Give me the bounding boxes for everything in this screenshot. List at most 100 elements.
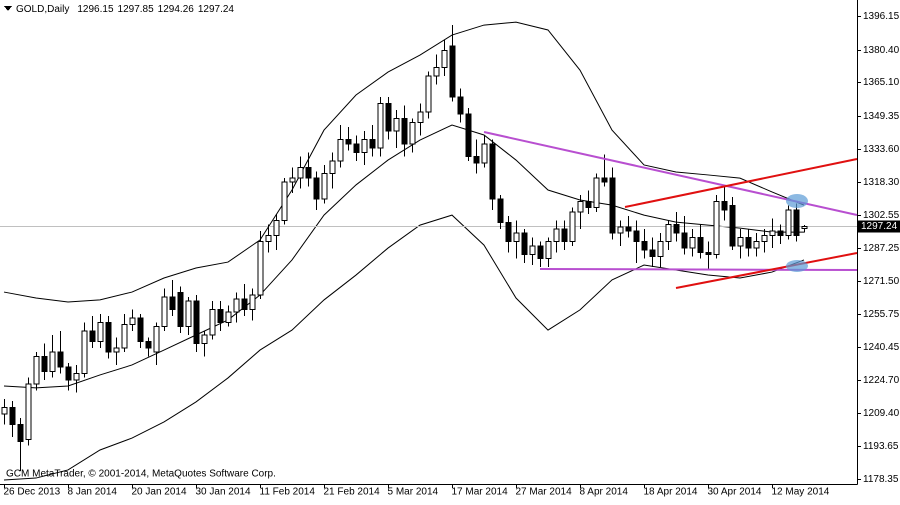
chart-title: GOLD,Daily: [16, 4, 69, 15]
highlight: [786, 194, 808, 208]
candle-body: [170, 297, 175, 310]
candle-body: [530, 246, 535, 255]
ohlc-open: 1296.15: [77, 4, 114, 15]
candle-body: [802, 226, 807, 228]
footer-text: GCM MetaTrader, © 2001-2014, MetaQuotes …: [6, 469, 276, 480]
candle-body: [434, 67, 439, 76]
ohlc-low: 1294.26: [158, 4, 195, 15]
candle-body: [18, 424, 23, 441]
candle-body: [658, 242, 663, 257]
candle-body: [338, 140, 343, 161]
candle-body: [282, 182, 287, 220]
candle-body: [394, 118, 399, 131]
candle-body: [586, 201, 591, 207]
candle-body: [762, 235, 767, 241]
candle-body: [690, 237, 695, 248]
candle-body: [74, 373, 79, 379]
y-tick-label: 1271.50: [863, 276, 900, 287]
y-tick-label: 1287.25: [863, 243, 900, 254]
x-tick-label: 17 Mar 2014: [452, 487, 509, 498]
candle-body: [106, 322, 111, 352]
candle-body: [650, 250, 655, 256]
candle-body: [706, 252, 711, 254]
candle-body: [418, 112, 423, 123]
candle-body: [130, 318, 135, 324]
candle-body: [538, 246, 543, 259]
candle-body: [186, 301, 191, 327]
x-tick-label: 8 Apr 2014: [580, 487, 629, 498]
candle-body: [314, 178, 319, 199]
candle-body: [522, 233, 527, 254]
candle-body: [274, 220, 279, 235]
candle-body: [618, 227, 623, 233]
candle-body: [218, 310, 223, 323]
candle-body: [722, 201, 727, 210]
candle-body: [26, 384, 31, 439]
candle-body: [562, 229, 567, 242]
candle-body: [410, 123, 415, 144]
candle-body: [490, 144, 495, 199]
candle-body: [234, 299, 239, 312]
last-price-label: 1297.24: [861, 221, 898, 232]
x-tick-label: 8 Jan 2014: [68, 487, 118, 498]
y-tick-label: 1302.55: [863, 210, 900, 221]
candle-body: [298, 167, 303, 178]
candle-body: [10, 407, 15, 424]
candle-body: [482, 144, 487, 163]
candle-body: [90, 331, 95, 342]
y-tick-label: 1224.70: [863, 375, 900, 386]
candle-body: [258, 242, 263, 295]
ohlc-close: 1297.24: [198, 4, 235, 15]
candle-body: [58, 352, 63, 367]
x-tick-label: 30 Jan 2014: [196, 487, 251, 498]
x-tick-label: 27 Mar 2014: [516, 487, 573, 498]
y-tick-label: 1333.60: [863, 144, 900, 155]
candle-body: [794, 210, 799, 236]
candle-body: [322, 174, 327, 200]
candle-body: [226, 312, 231, 323]
candle-body: [730, 206, 735, 246]
y-tick-label: 1193.65: [863, 441, 899, 452]
candle-body: [682, 233, 687, 248]
candle-body: [610, 178, 615, 233]
candle-body: [674, 225, 679, 234]
candle-body: [594, 178, 599, 208]
candle-body: [386, 104, 391, 132]
candle-body: [242, 299, 247, 310]
y-tick-label: 1349.35: [863, 111, 900, 122]
candle-body: [554, 229, 559, 242]
candle-body: [458, 97, 463, 114]
candle-body: [306, 167, 311, 178]
candle-body: [162, 297, 167, 327]
y-tick-label: 1209.40: [863, 408, 900, 419]
candle-body: [178, 293, 183, 327]
candle-body: [770, 231, 775, 235]
x-tick-label: 26 Dec 2013: [4, 487, 61, 498]
candle-body: [154, 327, 159, 353]
candle-body: [370, 140, 375, 149]
trend-line: [540, 269, 857, 270]
candle-body: [66, 367, 71, 380]
candle-body: [778, 231, 783, 235]
x-tick-label: 30 Apr 2014: [708, 487, 762, 498]
candle-body: [122, 325, 127, 348]
candle-body: [714, 201, 719, 254]
candle-body: [498, 199, 503, 222]
candle-body: [546, 242, 551, 259]
candle-body: [642, 242, 647, 251]
candle-body: [202, 335, 207, 344]
candle-body: [210, 310, 215, 336]
candle-body: [114, 348, 119, 352]
candle-body: [290, 178, 295, 182]
candle-body: [34, 356, 39, 384]
candle-body: [362, 140, 367, 153]
candle-body: [506, 223, 511, 242]
highlight: [786, 260, 808, 272]
candle-body: [378, 104, 383, 149]
x-tick-label: 21 Feb 2014: [324, 487, 381, 498]
candle-body: [570, 212, 575, 242]
candle-body: [330, 161, 335, 174]
y-tick-label: 1380.40: [863, 45, 900, 56]
